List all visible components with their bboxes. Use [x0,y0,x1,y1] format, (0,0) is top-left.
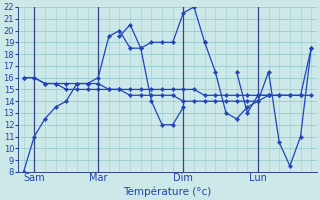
X-axis label: Température (°c): Température (°c) [123,186,212,197]
